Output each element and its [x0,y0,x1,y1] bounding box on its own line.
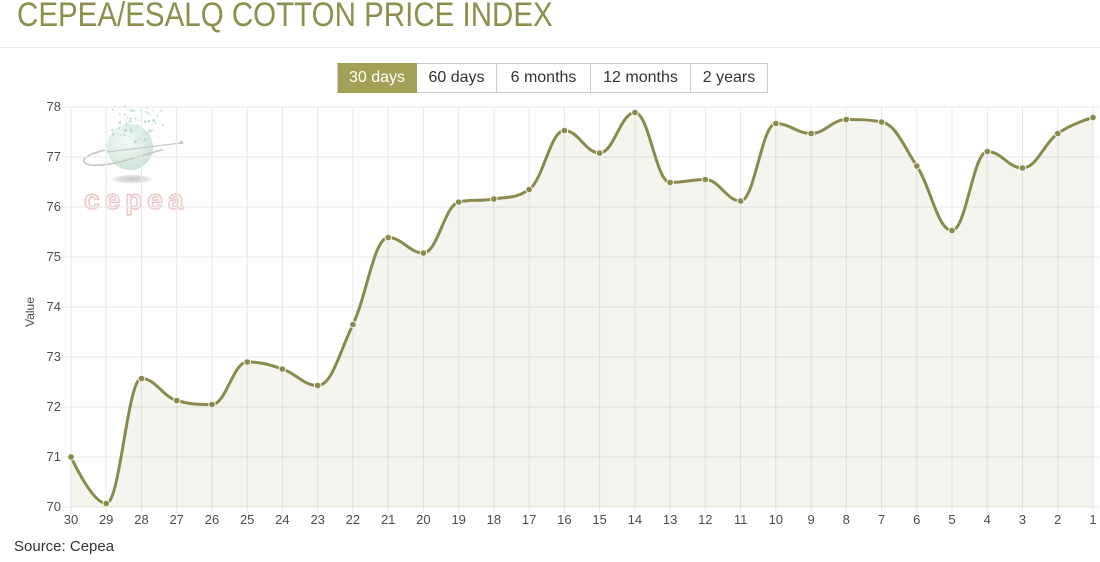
svg-text:9: 9 [807,512,814,527]
svg-text:75: 75 [47,249,61,264]
svg-text:1: 1 [1089,512,1096,527]
svg-text:Value: Value [23,297,37,327]
svg-text:19: 19 [451,512,465,527]
svg-text:2: 2 [1054,512,1061,527]
svg-text:77: 77 [47,149,61,164]
svg-text:15: 15 [592,512,606,527]
svg-text:4: 4 [984,512,991,527]
svg-text:23: 23 [310,512,324,527]
svg-text:27: 27 [169,512,183,527]
svg-text:22: 22 [346,512,360,527]
svg-text:24: 24 [275,512,289,527]
svg-text:74: 74 [47,299,61,314]
svg-text:5: 5 [948,512,955,527]
svg-text:76: 76 [47,199,61,214]
svg-text:11: 11 [734,512,748,527]
svg-text:10: 10 [769,512,783,527]
svg-text:6: 6 [913,512,920,527]
svg-text:16: 16 [557,512,571,527]
svg-text:7: 7 [878,512,885,527]
svg-text:20: 20 [416,512,430,527]
svg-text:13: 13 [663,512,677,527]
svg-text:30: 30 [64,512,78,527]
svg-text:21: 21 [381,512,395,527]
svg-text:26: 26 [205,512,219,527]
svg-text:18: 18 [487,512,501,527]
svg-text:3: 3 [1019,512,1026,527]
svg-text:14: 14 [628,512,642,527]
svg-text:17: 17 [522,512,536,527]
svg-text:12: 12 [698,512,712,527]
svg-text:29: 29 [99,512,113,527]
svg-text:28: 28 [134,512,148,527]
svg-text:71: 71 [47,449,61,464]
svg-text:72: 72 [47,399,61,414]
svg-text:73: 73 [47,349,61,364]
svg-text:8: 8 [843,512,850,527]
svg-text:70: 70 [47,499,61,514]
svg-text:78: 78 [47,99,61,114]
svg-text:cepea: cepea [84,184,188,215]
svg-text:25: 25 [240,512,254,527]
